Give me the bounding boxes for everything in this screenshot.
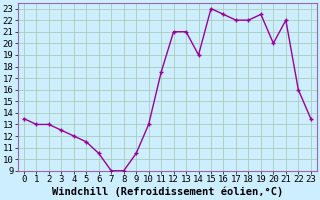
X-axis label: Windchill (Refroidissement éolien,°C): Windchill (Refroidissement éolien,°C) — [52, 187, 283, 197]
